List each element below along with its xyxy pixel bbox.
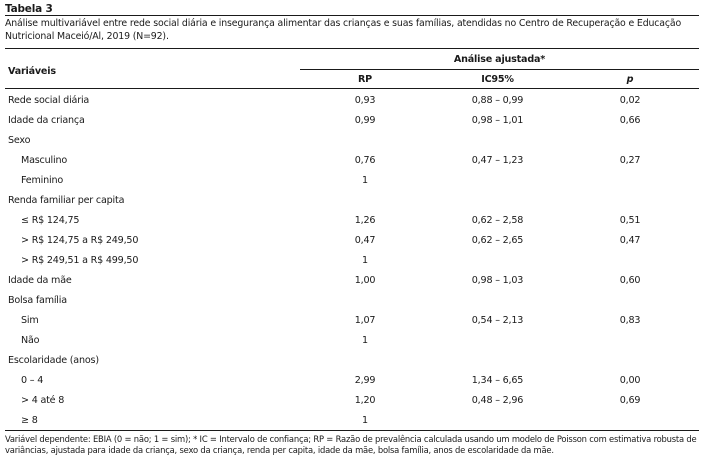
p-value: 0,83 — [619, 315, 641, 326]
table-row: Bolsa família — [0, 295, 702, 315]
table-row: Rede social diária 0,93 0,88 – 0,99 0,02 — [0, 95, 702, 115]
table-row: Renda familiar per capita — [0, 195, 702, 215]
table-footnote: Variável dependente: EBIA (0 = não; 1 = … — [5, 434, 697, 455]
table-row: Não 1 — [0, 335, 702, 355]
rp-value: 1 — [362, 335, 368, 346]
table-row: 0 – 4 2,99 1,34 – 6,65 0,00 — [0, 375, 702, 395]
p-value: 0,00 — [619, 375, 641, 386]
rp-value: 0,99 — [354, 115, 376, 126]
ic-value: 0,62 – 2,65 — [471, 235, 524, 246]
header-variables: Variáveis — [8, 66, 56, 77]
row-label: Bolsa família — [8, 295, 67, 306]
rp-value: 1 — [362, 175, 368, 186]
table-row: ≤ R$ 124,75 1,26 0,62 – 2,58 0,51 — [0, 215, 702, 235]
rp-value: 1 — [362, 255, 368, 266]
ic-value: 0,62 – 2,58 — [471, 215, 524, 226]
caption-rule — [5, 48, 699, 49]
row-label: Rede social diária — [8, 95, 90, 106]
row-label: Escolaridade (anos) — [8, 355, 99, 366]
table-label: Tabela 3 — [5, 3, 53, 15]
header-group: Análise ajustada* — [453, 54, 546, 65]
header-rp: RP — [357, 74, 373, 85]
row-label: ≤ R$ 124,75 — [21, 215, 80, 226]
p-value: 0,51 — [619, 215, 641, 226]
rp-value: 0,76 — [354, 155, 376, 166]
rp-value: 1 — [362, 415, 368, 426]
header-group-rule — [300, 69, 699, 70]
row-label: Idade da mãe — [8, 275, 72, 286]
row-label: 0 – 4 — [21, 375, 44, 386]
row-label: Sim — [21, 315, 39, 326]
table-row: > R$ 124,75 a R$ 249,50 0,47 0,62 – 2,65 0,… — [0, 235, 702, 255]
row-label: Idade da criança — [8, 115, 85, 126]
table-row: Feminino 1 — [0, 175, 702, 195]
rp-value: 1,00 — [354, 275, 376, 286]
header-ic: IC95% — [481, 74, 514, 85]
ic-value: 0,98 – 1,03 — [471, 275, 524, 286]
p-value: 0,60 — [619, 275, 641, 286]
p-value: 0,27 — [619, 155, 641, 166]
table-row: Sim 1,07 0,54 – 2,13 0,83 — [0, 315, 702, 335]
rp-value: 0,47 — [354, 235, 376, 246]
ic-value: 0,98 – 1,01 — [471, 115, 524, 126]
table-row: Escolaridade (anos) — [0, 355, 702, 375]
table-row: Idade da criança 0,99 0,98 – 1,01 0,66 — [0, 115, 702, 135]
p-value: 0,69 — [619, 395, 641, 406]
header-rule — [5, 88, 699, 89]
p-value: 0,47 — [619, 235, 641, 246]
row-label: Não — [21, 335, 40, 346]
ic-value: 0,88 – 0,99 — [471, 95, 524, 106]
table-row: Masculino 0,76 0,47 – 1,23 0,27 — [0, 155, 702, 175]
row-label: > 4 até 8 — [21, 395, 65, 406]
rp-value: 0,93 — [354, 95, 376, 106]
ic-value: 0,48 – 2,96 — [471, 395, 524, 406]
table-row: Sexo — [0, 135, 702, 155]
p-value: 0,66 — [619, 115, 641, 126]
row-label: Masculino — [21, 155, 67, 166]
row-label: Sexo — [8, 135, 31, 146]
ic-value: 0,54 – 2,13 — [471, 315, 524, 326]
table-caption: Análise multivariável entre rede social … — [5, 18, 682, 42]
table-row: ≥ 8 1 — [0, 415, 702, 435]
ic-value: 0,47 – 1,23 — [471, 155, 524, 166]
rp-value: 2,99 — [354, 375, 376, 386]
row-label: > R$ 124,75 a R$ 249,50 — [21, 235, 139, 246]
header-p: p — [626, 74, 634, 85]
table-row: > 4 até 8 1,20 0,48 – 2,96 0,69 — [0, 395, 702, 415]
table-row: > R$ 249,51 a R$ 499,50 1 — [0, 255, 702, 275]
ic-value: 1,34 – 6,65 — [471, 375, 524, 386]
rp-value: 1,20 — [354, 395, 376, 406]
rp-value: 1,07 — [354, 315, 376, 326]
rp-value: 1,26 — [354, 215, 376, 226]
row-label: > R$ 249,51 a R$ 499,50 — [21, 255, 139, 266]
p-value: 0,02 — [619, 95, 641, 106]
bottom-rule — [5, 430, 699, 431]
top-rule — [5, 15, 699, 16]
row-label: ≥ 8 — [21, 415, 38, 426]
row-label: Renda familiar per capita — [8, 195, 125, 206]
row-label: Feminino — [21, 175, 64, 186]
table-row: Idade da mãe 1,00 0,98 – 1,03 0,60 — [0, 275, 702, 295]
